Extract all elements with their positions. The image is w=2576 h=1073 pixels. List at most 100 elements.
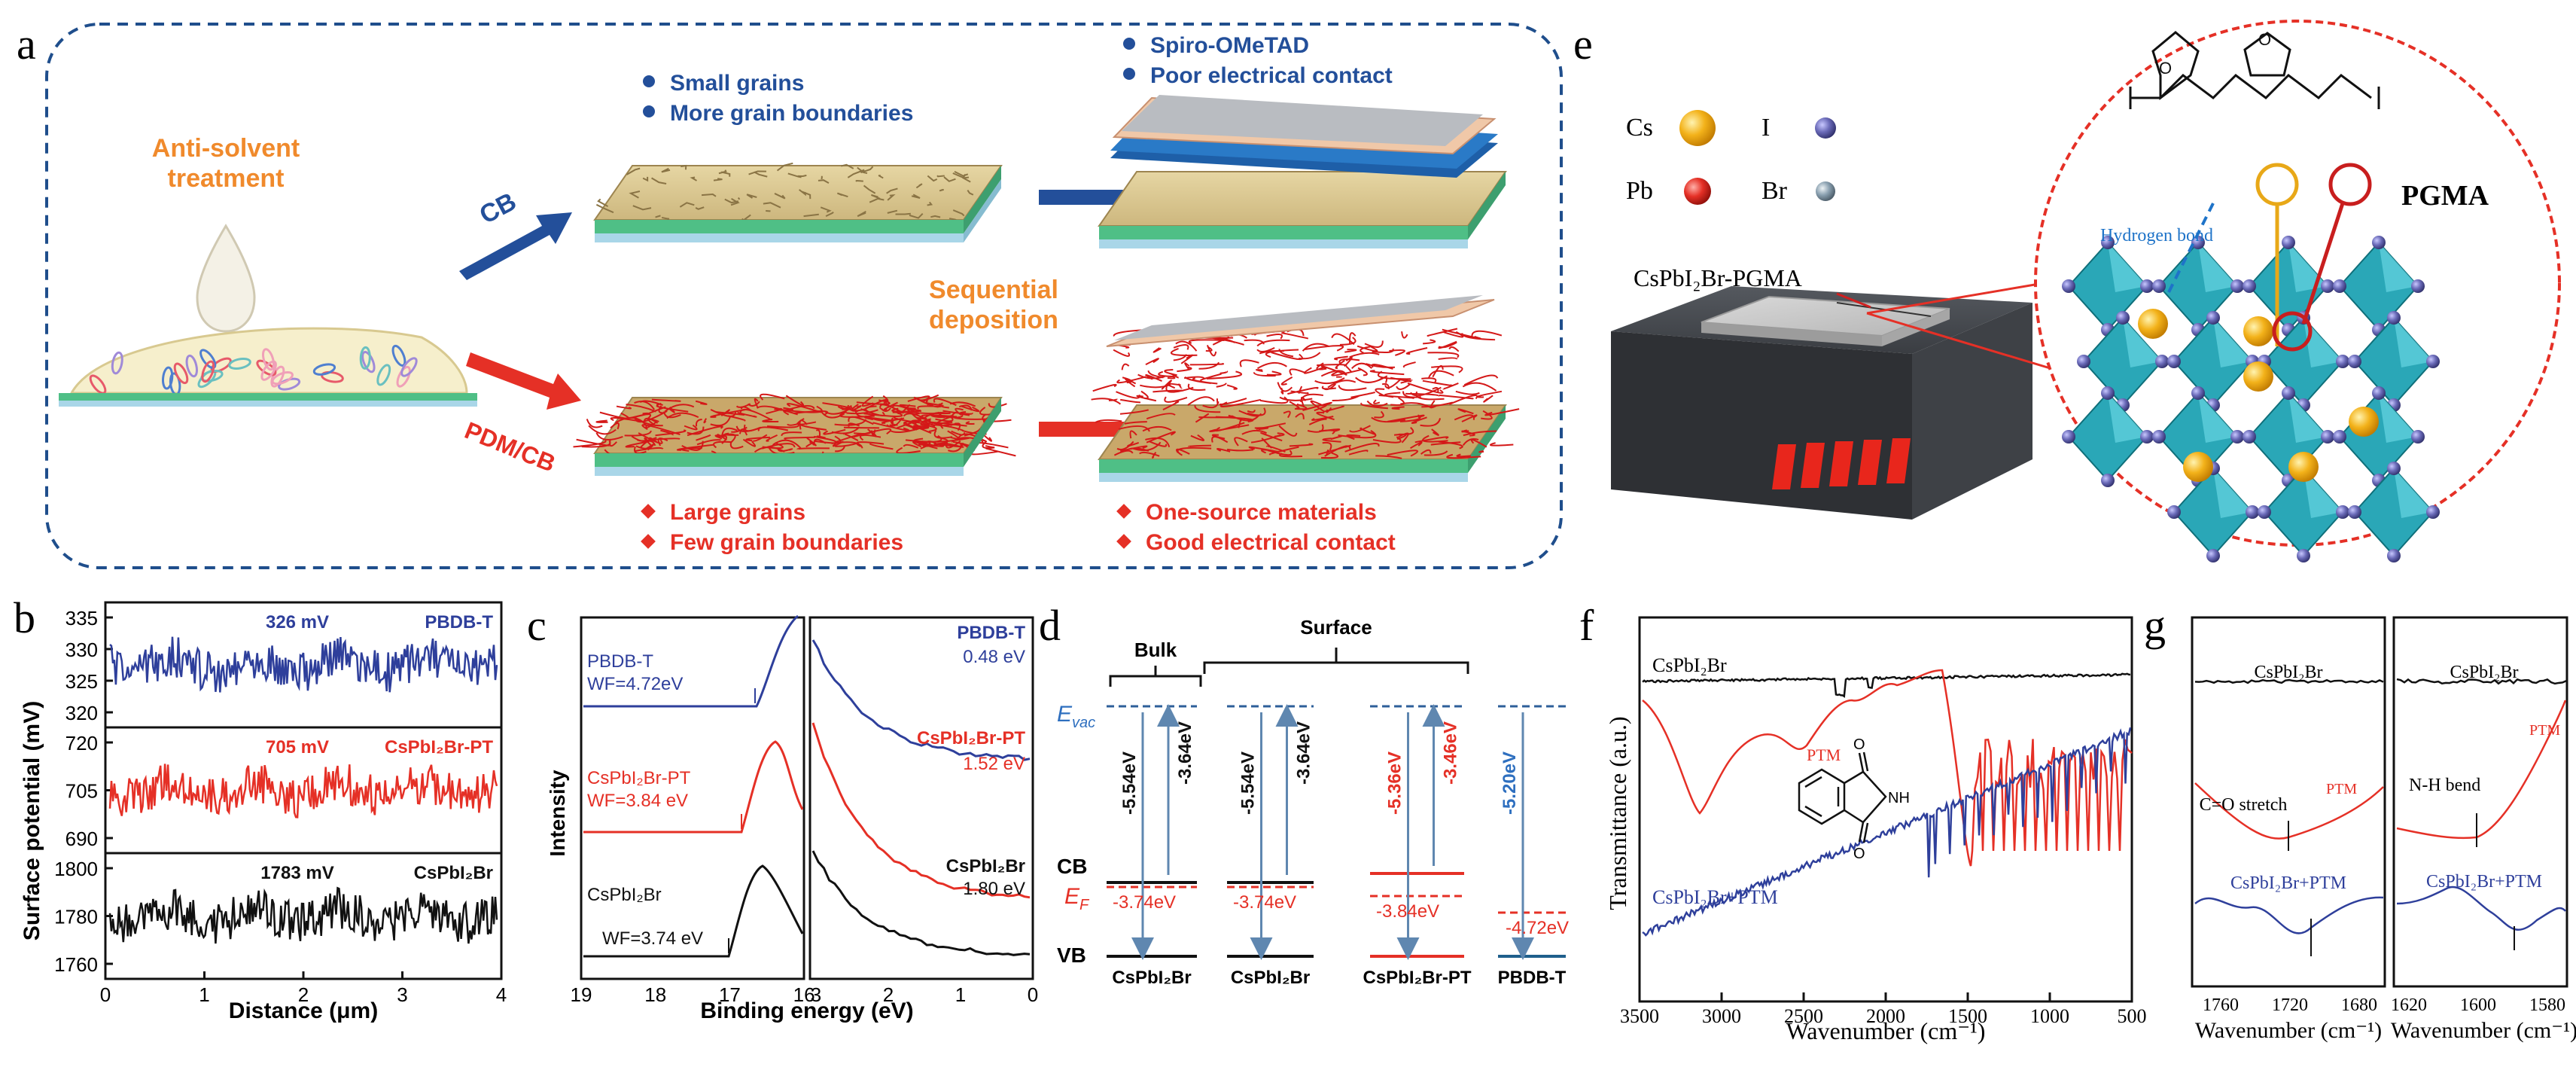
- polymer-fiber: [1198, 361, 1220, 370]
- b-ytick-label: 320: [65, 702, 98, 724]
- precursor-molecule: [89, 374, 107, 395]
- b-ytick-label: 330: [65, 639, 98, 661]
- pgma-molecule: [2129, 31, 2380, 109]
- polymer-fiber: [1289, 401, 1300, 410]
- polymer-fiber: [1254, 427, 1269, 431]
- panel-g-ticks: 1760 1720 1680 1620 1600 1580: [2203, 995, 2565, 1015]
- polymer-fiber: [1483, 395, 1494, 403]
- grain-boundary: [763, 202, 781, 209]
- panel-a-frame: [45, 23, 1563, 569]
- b-xtick-label: 4: [496, 983, 507, 1006]
- cs-atom: [2243, 361, 2273, 392]
- grain-boundary: [954, 170, 969, 177]
- grain-boundary: [803, 213, 819, 218]
- polymer-fiber: [793, 410, 829, 416]
- polymer-fiber: [1422, 380, 1454, 387]
- polymer-fiber: [985, 445, 995, 449]
- i-atom: [2336, 355, 2349, 368]
- red-highlight: [2328, 163, 2372, 206]
- polymer-fiber: [1442, 382, 1459, 390]
- grain-boundary: [860, 166, 874, 174]
- o-atom-1: O: [2159, 59, 2172, 78]
- panel-g-xlabel-left: Wavenumber (cm⁻¹): [2195, 1018, 2382, 1043]
- polymer-fiber: [1334, 355, 1348, 361]
- i-atom: [2116, 311, 2130, 325]
- i-atom: [2411, 279, 2425, 293]
- grain-boundary: [818, 179, 830, 184]
- material-label: CsPbI₂Br-PT: [1363, 968, 1471, 988]
- grain-boundary: [713, 178, 723, 181]
- polymer-fiber: [1187, 383, 1206, 391]
- polymer-fiber: [856, 441, 885, 447]
- g-left-mixed: [2194, 896, 2384, 934]
- g-left-mid-label: C=O stretch: [2200, 795, 2288, 815]
- f-label-mixed: CsPbI₂Br+PTM: [1652, 886, 1778, 908]
- polymer-fiber: [1215, 422, 1245, 432]
- panel-c-left-frame: [580, 616, 805, 980]
- polymer-fiber: [1277, 382, 1293, 392]
- i-atom: [2336, 505, 2349, 519]
- grain-boundary: [895, 212, 911, 215]
- polymer-fiber: [576, 438, 611, 447]
- polymer-fiber: [730, 426, 748, 433]
- polymer-fiber: [656, 404, 689, 413]
- polymer-fiber: [1219, 370, 1229, 374]
- polymer-fiber: [1420, 418, 1442, 427]
- i-atom: [2246, 505, 2259, 519]
- polymer-fiber: [1431, 365, 1463, 373]
- i-atom: [2167, 355, 2181, 368]
- sequential-label: Sequential deposition: [929, 276, 1058, 334]
- polymer-fiber: [664, 404, 695, 413]
- polymer-fiber: [916, 416, 931, 422]
- polymer-fiber: [646, 406, 666, 415]
- polymer-fiber: [1476, 390, 1503, 398]
- pdm-device-bullet-2: Good electrical contact: [1146, 530, 1396, 555]
- b-series-label: CsPbI₂Br-PT: [385, 737, 493, 758]
- polymer-fiber: [1255, 369, 1263, 373]
- polymer-fiber: [696, 434, 711, 441]
- cb-bullet-2: More grain boundaries: [670, 101, 913, 126]
- polymer-fiber: [960, 405, 980, 413]
- b-trace: [108, 886, 498, 944]
- polymer-fiber: [1302, 401, 1332, 411]
- octahedron-face: [2123, 318, 2162, 367]
- polymer-fiber: [1461, 430, 1475, 437]
- grain-boundary: [915, 183, 923, 189]
- polymer-fiber: [1289, 443, 1314, 447]
- polymer-fiber: [1411, 416, 1427, 424]
- polymer-fiber: [1420, 449, 1432, 455]
- panel-c-ylabel: Intensity: [546, 770, 569, 857]
- polymer-fiber: [1234, 437, 1248, 447]
- polymer-fiber: [1158, 370, 1175, 378]
- polymer-fiber: [942, 410, 973, 415]
- polymer-fiber: [799, 419, 808, 430]
- polymer-fiber: [1184, 376, 1211, 385]
- polymer-fiber: [1226, 448, 1254, 452]
- polymer-fiber: [1218, 336, 1235, 344]
- grain-boundary: [651, 177, 667, 184]
- polymer-fiber: [1427, 352, 1460, 358]
- polymer-fiber: [806, 437, 817, 447]
- f-trace-ptm: [1642, 669, 2133, 867]
- octahedron-face: [2379, 242, 2418, 292]
- panel-c-right-frame: [808, 616, 1034, 980]
- grain-boundary: [730, 197, 740, 206]
- film-label: CsPbI₂Br-PGMA: [1634, 264, 1802, 291]
- polymer-fiber: [1320, 452, 1339, 459]
- polymer-fiber: [885, 401, 892, 408]
- polymer-fiber: [1261, 437, 1272, 449]
- polymer-fiber: [1148, 440, 1168, 447]
- polymer-fiber: [781, 431, 802, 437]
- polymer-fiber: [710, 409, 737, 417]
- substrate-layer: [59, 393, 477, 401]
- polymer-fiber: [1446, 453, 1481, 459]
- cb-offset-label: -3.46eV: [1441, 721, 1461, 785]
- panel-f: f Transmittance (a.u.) 3500 3000 2500 2000 1…: [1579, 601, 2147, 1044]
- i-atom: [2243, 279, 2256, 293]
- polymer-fiber: [1319, 428, 1341, 432]
- cb-arrow-label: CB: [475, 187, 521, 230]
- polymer-fiber: [1211, 434, 1226, 440]
- g-xtick-label: 1680: [2341, 995, 2377, 1015]
- polymer-fiber: [1455, 390, 1480, 395]
- cs-atom: [2288, 452, 2319, 482]
